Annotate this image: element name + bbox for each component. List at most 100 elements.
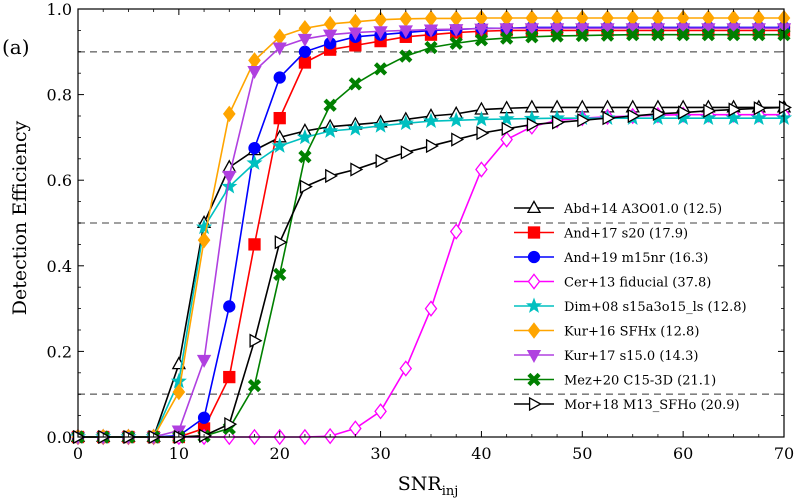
series-3-point-12 xyxy=(374,403,387,420)
series-4-point-14 xyxy=(422,112,440,128)
series-8-point-19 xyxy=(552,115,566,130)
series-5-point-13 xyxy=(399,10,413,28)
series-8-point-10 xyxy=(325,168,339,184)
series-2-point-8 xyxy=(273,71,286,84)
series-7-point-22 xyxy=(626,28,640,42)
series-7-point-24 xyxy=(676,28,690,42)
series-5-point-6 xyxy=(222,105,236,123)
series-7-point-23 xyxy=(651,28,665,42)
series-3-point-16 xyxy=(475,161,488,178)
series-3-point-17 xyxy=(500,131,513,148)
series-8-point-21 xyxy=(602,110,616,126)
series-6-point-20 xyxy=(575,23,590,37)
series-7-point-18 xyxy=(525,30,539,44)
series-8-point-8 xyxy=(274,235,288,250)
legend-label-8: Mor+18 M13_SFHo (20.9) xyxy=(564,398,740,413)
series-4-point-10 xyxy=(322,122,339,138)
series-7-point-12 xyxy=(373,62,388,76)
series-1-point-6 xyxy=(223,370,236,384)
series-2-point-6 xyxy=(223,300,236,313)
series-7-point-11 xyxy=(348,77,362,91)
legend-label-6: Kur+17 s15.0 (14.3) xyxy=(564,349,698,364)
series-7-point-16 xyxy=(474,33,489,47)
series-8-point-9 xyxy=(299,179,313,194)
series-5-point-17 xyxy=(500,9,513,27)
y-tick-label-4: 0.8 xyxy=(47,86,72,105)
y-tick-label-2: 0.4 xyxy=(47,257,72,276)
series-7-point-27 xyxy=(752,28,766,42)
series-7-point-20 xyxy=(575,28,589,43)
series-3-point-13 xyxy=(399,360,413,377)
series-8-point-6 xyxy=(224,417,238,432)
legend-marker-4 xyxy=(525,297,543,313)
legend-label-7: Mez+20 C15-3D (21.1) xyxy=(564,374,716,389)
series-3-point-11 xyxy=(349,420,362,437)
series-8-point-11 xyxy=(350,162,364,177)
legend-label-2: And+19 m15nr (16.3) xyxy=(563,251,708,266)
series-6-point-14 xyxy=(423,24,439,38)
series-6-point-16 xyxy=(474,23,489,37)
series-7-point-10 xyxy=(323,98,337,112)
series-7-point-25 xyxy=(701,28,715,42)
series-3-point-15 xyxy=(449,223,463,240)
series-2-point-7 xyxy=(248,141,261,155)
legend-entry-8: Mor+18 M13_SFHo (20.9) xyxy=(514,396,740,413)
legend: Abd+14 A3O01.0 (12.5) And+17 s20 (17.9) An… xyxy=(514,200,747,413)
legend-marker-5 xyxy=(527,322,541,339)
x-tick-label-0: 0 xyxy=(73,444,83,463)
x-tick-label-7: 70 xyxy=(774,444,794,463)
series-8-point-13 xyxy=(400,145,414,160)
series-7-point-19 xyxy=(550,29,564,43)
legend-marker-3 xyxy=(527,273,541,290)
series-4-point-27 xyxy=(750,109,767,125)
y-tick-label-1: 0.2 xyxy=(47,342,72,361)
series-8-point-18 xyxy=(526,117,540,132)
series-8-point-27 xyxy=(753,101,767,116)
reference-lines xyxy=(78,50,784,396)
x-axis-label-main: SNR xyxy=(398,473,443,495)
y-tick-label-5: 1.0 xyxy=(47,0,72,19)
series-7-point-14 xyxy=(424,40,438,55)
series-4-point-11 xyxy=(347,120,364,136)
series-8-point-28 xyxy=(778,100,792,115)
legend-label-1: And+17 s20 (17.9) xyxy=(563,227,688,242)
panel-label: (a) xyxy=(2,35,30,59)
series-6-point-11 xyxy=(348,27,363,41)
legend-entry-5: Kur+16 SFHx (12.8) xyxy=(514,322,699,340)
series-6-point-5 xyxy=(196,354,212,368)
series-4-point-6 xyxy=(221,178,238,194)
series-8-point-22 xyxy=(627,108,641,124)
legend-entry-2: And+19 m15nr (16.3) xyxy=(514,250,708,266)
series-7-point-7 xyxy=(247,379,262,393)
legend-marker-6 xyxy=(526,349,542,363)
x-tick-label-3: 30 xyxy=(370,444,390,463)
series-8-point-16 xyxy=(476,125,490,141)
x-tick-label-1: 10 xyxy=(169,444,189,463)
series-4-point-5 xyxy=(196,218,213,235)
series-4-point-16 xyxy=(473,110,490,127)
series-8-point-14 xyxy=(425,138,439,154)
series-0-point-6 xyxy=(222,159,237,173)
legend-entry-0: Abd+14 A3O01.0 (12.5) xyxy=(514,200,722,217)
series-6-point-9 xyxy=(297,33,313,47)
series-4-point-8 xyxy=(271,137,288,153)
series-5-point-14 xyxy=(424,10,438,27)
y-tick-label-0: 0.0 xyxy=(47,428,72,447)
series-3-point-14 xyxy=(424,300,438,317)
series-1-point-9 xyxy=(298,56,312,69)
legend-marker-0 xyxy=(526,200,542,214)
series-8-point-12 xyxy=(375,153,389,169)
series-6-point-18 xyxy=(524,23,540,37)
series-7-point-17 xyxy=(500,31,514,45)
series-8-point-23 xyxy=(652,106,666,122)
series-5-point-15 xyxy=(449,10,463,27)
series-6-point-15 xyxy=(449,24,464,38)
legend-entry-4: Dim+08 s15a3o15_ls (12.8) xyxy=(514,297,747,315)
series-8-point-5 xyxy=(199,428,213,443)
series-8-point-26 xyxy=(728,102,742,117)
series-1-point-7 xyxy=(248,238,261,251)
legend-entry-3: Cer+13 fiducial (37.8) xyxy=(514,273,711,291)
legend-marker-7 xyxy=(527,372,541,387)
series-4-point-17 xyxy=(498,110,515,126)
